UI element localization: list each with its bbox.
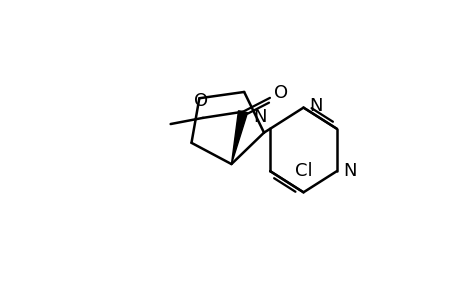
Text: N: N [309, 97, 323, 115]
Text: O: O [273, 84, 287, 102]
Polygon shape [231, 111, 247, 164]
Text: Cl: Cl [294, 162, 312, 180]
Text: N: N [253, 109, 266, 127]
Text: N: N [342, 162, 356, 180]
Text: O: O [194, 92, 208, 110]
